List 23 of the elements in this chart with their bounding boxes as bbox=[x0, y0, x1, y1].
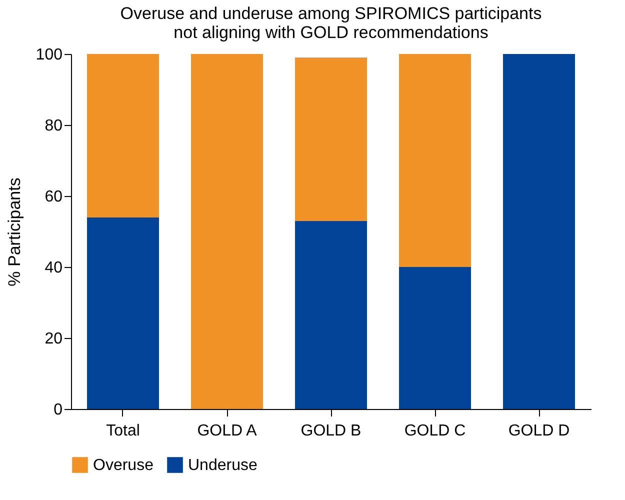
x-tick-label: Total bbox=[106, 422, 140, 440]
x-tick-label: GOLD C bbox=[404, 422, 466, 440]
bar bbox=[399, 54, 471, 267]
bar bbox=[191, 54, 263, 409]
y-tick-label: 80 bbox=[44, 118, 63, 134]
legend-label: Overuse bbox=[93, 457, 154, 474]
legend-label: Underuse bbox=[188, 457, 258, 474]
y-tick-label: 100 bbox=[36, 46, 63, 64]
y-tick-label: 60 bbox=[44, 188, 63, 206]
x-tick-label: GOLD B bbox=[300, 422, 362, 440]
chart-title: Overuse and underuse among SPIROMICS participants not aligning with GOLD recommendations bbox=[120, 4, 542, 42]
bar bbox=[87, 54, 159, 218]
bar bbox=[295, 58, 367, 221]
x-tick-label: GOLD A bbox=[197, 422, 258, 440]
y-tick-label: 20 bbox=[44, 330, 63, 348]
y-tick-label: 0 bbox=[54, 402, 63, 418]
y-tick-label: 40 bbox=[44, 260, 63, 276]
y-axis-title: % Participants bbox=[4, 178, 24, 286]
bar bbox=[87, 217, 159, 409]
bar bbox=[503, 54, 575, 409]
bar bbox=[399, 267, 471, 409]
x-tick-label: GOLD D bbox=[508, 422, 570, 440]
bar bbox=[295, 220, 367, 409]
